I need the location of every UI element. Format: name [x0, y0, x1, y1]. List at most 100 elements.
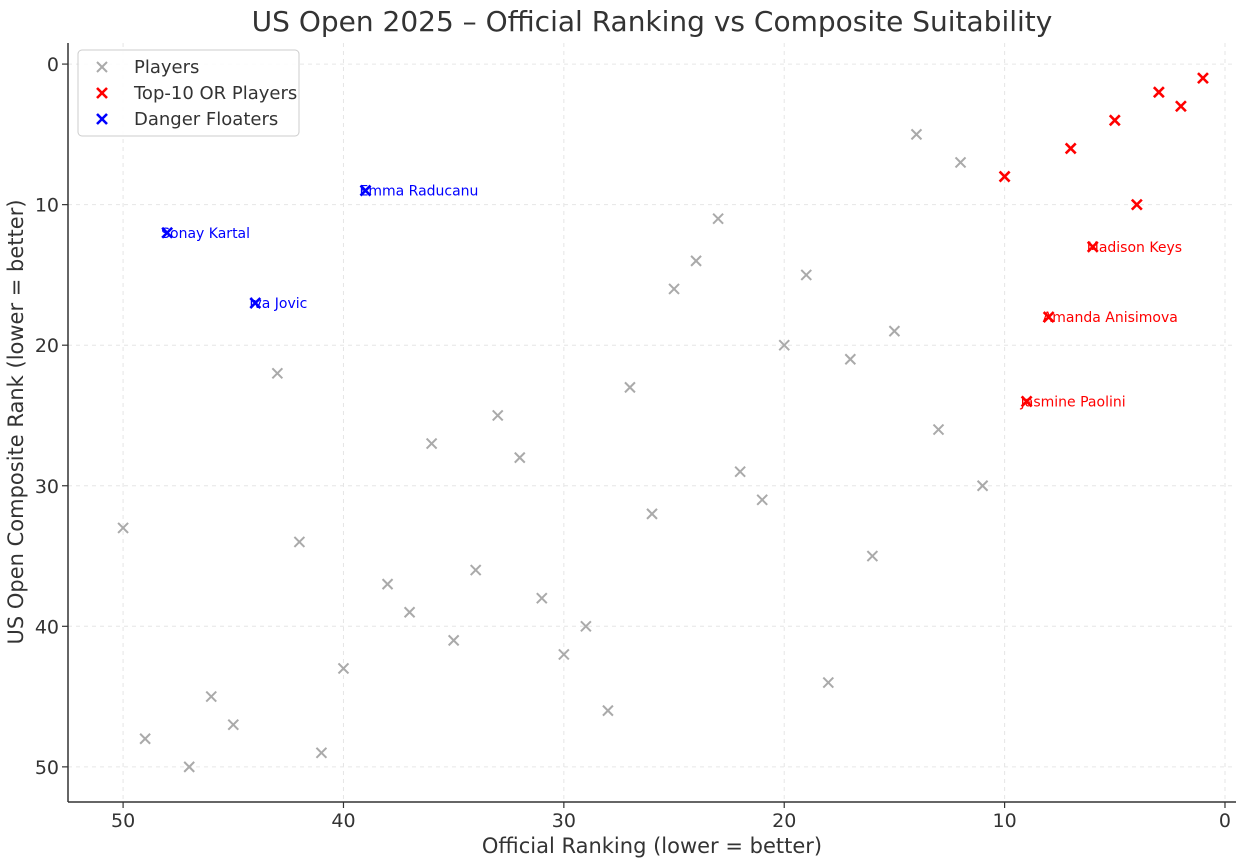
marker-stroke — [337, 662, 350, 675]
marker-stroke — [381, 578, 394, 590]
marker-stroke — [1197, 72, 1209, 85]
x-tick-label: 0 — [1219, 810, 1231, 832]
data-point-top-10-or-players — [1174, 100, 1187, 113]
x-tick-label: 10 — [993, 810, 1017, 832]
marker-stroke — [1108, 114, 1121, 127]
marker-stroke — [96, 61, 108, 73]
marker-stroke — [822, 676, 835, 689]
data-point-players — [602, 704, 614, 717]
marker-stroke — [183, 761, 195, 773]
data-point-players — [447, 634, 460, 647]
data-point-players — [910, 128, 923, 141]
marker-stroke — [1152, 86, 1165, 99]
marker-stroke — [954, 156, 967, 169]
y-tick-label: 40 — [35, 616, 59, 638]
legend-entry: Danger Floaters — [134, 109, 278, 130]
data-point-players — [293, 536, 306, 548]
data-point-players — [315, 747, 328, 759]
point-label: Iva Jovic — [249, 296, 307, 312]
legend-box — [77, 49, 300, 137]
point-label: Amanda Anisimova — [1043, 310, 1178, 326]
legend-entry: Players — [134, 57, 199, 78]
data-point-players — [337, 662, 350, 675]
data-point-players — [580, 620, 592, 633]
data-point-players — [205, 690, 217, 703]
chart-title: US Open 2025 – Official Ranking vs Compo… — [252, 5, 1053, 38]
tick-labels: 50 40 30 20 10 0 0 10 20 30 40 50 — [35, 54, 1231, 832]
data-point-top-10-or-players — [1152, 86, 1165, 99]
marker-stroke — [888, 325, 901, 337]
y-tick-label: 30 — [35, 476, 59, 498]
legend-marker — [96, 113, 108, 125]
y-tick-label: 0 — [47, 54, 59, 76]
data-point-players — [425, 437, 438, 450]
data-point-players — [536, 592, 548, 604]
marker-stroke — [271, 367, 284, 380]
data-point-players — [800, 269, 812, 281]
data-point-players — [403, 606, 416, 618]
data-point-players — [932, 423, 945, 436]
marker-stroke — [580, 620, 592, 633]
marker-stroke — [998, 170, 1011, 183]
data-point-top-10-or-players — [998, 170, 1011, 183]
data-point-top-10-or-players — [1108, 114, 1121, 127]
point-label: Sonay Kartal — [161, 226, 250, 242]
data-point-players — [271, 367, 284, 380]
data-point-players — [381, 578, 394, 590]
point-labels: Madison Keys Amanda Anisimova Jasmine Paol… — [161, 184, 1182, 411]
marker-stroke — [712, 212, 724, 225]
legend-marker — [96, 87, 108, 99]
data-point-players — [844, 353, 857, 365]
x-axis-label: Official Ranking (lower = better) — [482, 834, 822, 858]
marker-stroke — [205, 690, 217, 703]
data-point-players — [690, 255, 702, 267]
marker-stroke — [646, 508, 658, 520]
marker-stroke — [624, 381, 636, 394]
marker-stroke — [96, 113, 108, 125]
point-label: Jasmine Paolini — [1020, 394, 1126, 410]
y-axis-label: US Open Composite Rank (lower = better) — [4, 199, 28, 644]
data-point-players — [558, 648, 570, 661]
marker-stroke — [227, 718, 239, 731]
marker-stroke — [117, 522, 129, 534]
data-point-players — [183, 761, 195, 773]
marker-stroke — [249, 297, 262, 309]
marker-stroke — [668, 283, 680, 295]
data-point-danger-floaters — [359, 184, 372, 197]
marker-stroke — [536, 592, 548, 604]
data-point-players — [668, 283, 680, 295]
data-point-top-10-or-players — [1064, 142, 1077, 155]
marker-stroke — [293, 536, 306, 548]
marker-stroke — [1064, 142, 1077, 155]
data-point-players — [712, 212, 724, 225]
x-tick-label: 50 — [111, 810, 135, 832]
marker-stroke — [690, 255, 702, 267]
marker-stroke — [447, 634, 460, 647]
marker-stroke — [558, 648, 570, 661]
marker-stroke — [734, 465, 746, 478]
data-point-players — [117, 522, 129, 534]
marker-stroke — [1130, 198, 1143, 211]
data-points — [117, 72, 1209, 773]
marker-stroke — [1042, 311, 1055, 324]
marker-stroke — [1020, 395, 1033, 408]
marker-stroke — [1086, 240, 1099, 253]
data-point-players — [756, 494, 768, 506]
data-point-players — [778, 339, 790, 351]
point-label: Madison Keys — [1087, 240, 1182, 256]
legend-marker — [96, 61, 108, 73]
data-point-danger-floaters — [161, 226, 174, 239]
marker-stroke — [161, 226, 174, 239]
x-tick-label: 20 — [772, 810, 796, 832]
marker-stroke — [492, 409, 504, 422]
marker-stroke — [778, 339, 790, 351]
data-point-top-10-or-players — [1020, 395, 1033, 408]
legend: Players Top-10 OR Players Danger Floaters — [77, 49, 300, 137]
marker-stroke — [514, 451, 526, 464]
data-point-top-10-or-players — [1086, 240, 1099, 253]
point-label: Emma Raducanu — [360, 184, 479, 200]
data-point-players — [866, 550, 879, 562]
data-point-players — [227, 718, 239, 731]
data-point-players — [646, 508, 658, 520]
marker-stroke — [425, 437, 438, 450]
